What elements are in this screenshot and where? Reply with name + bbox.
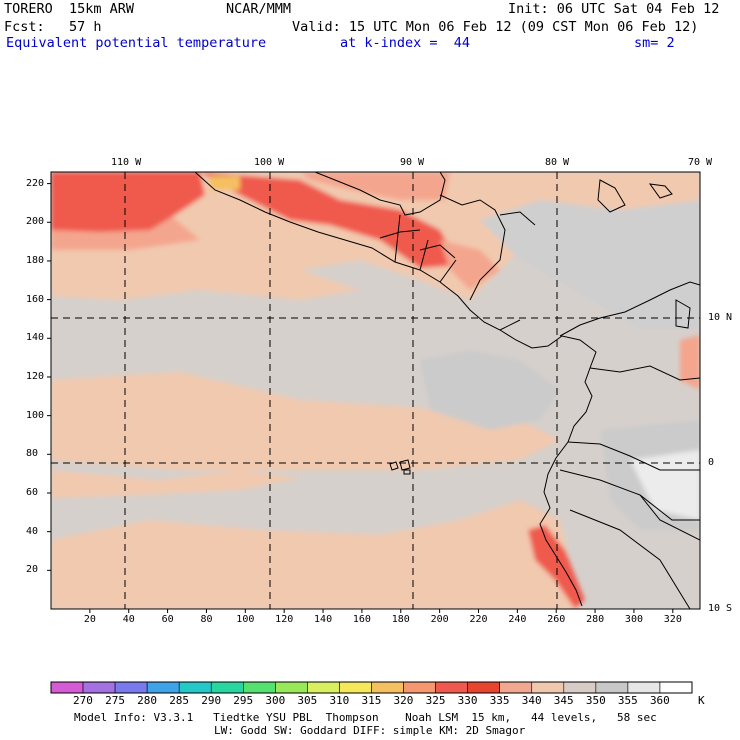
legend-frame xyxy=(50,681,693,694)
legend-swatch xyxy=(371,681,404,694)
legend-swatch xyxy=(531,681,565,694)
x-tick-label: 180 xyxy=(391,614,410,625)
legend-label: 335 xyxy=(489,694,510,707)
x-tick-label: 40 xyxy=(122,614,135,625)
legend-swatch xyxy=(178,681,212,694)
legend-label: 325 xyxy=(425,694,446,707)
legend-swatch xyxy=(275,681,308,694)
color-legend xyxy=(50,681,693,694)
shading-layer xyxy=(51,172,700,609)
x-tick-label: 220 xyxy=(469,614,488,625)
y-tick-label: 80 xyxy=(26,448,39,460)
legend-label: 280 xyxy=(137,694,158,707)
y-tick-label: 60 xyxy=(26,486,39,498)
legend-swatch xyxy=(210,681,244,694)
legend-unit: K xyxy=(698,694,705,707)
y-tick-label: 140 xyxy=(26,332,45,344)
field-name: Equivalent potential temperature xyxy=(6,35,267,51)
x-tick-label: 80 xyxy=(200,614,213,625)
legend-label: 330 xyxy=(457,694,478,707)
legend-swatch xyxy=(595,681,629,694)
map-frame xyxy=(50,171,701,610)
legend-swatch xyxy=(627,681,661,694)
x-tick-label: 260 xyxy=(547,614,566,625)
legend-label: 300 xyxy=(265,694,286,707)
x-tick-label: 240 xyxy=(508,614,527,625)
y-tick-label: 120 xyxy=(26,370,45,382)
legend-swatch xyxy=(82,681,116,694)
legend-swatch xyxy=(339,681,372,694)
legend-label: 275 xyxy=(105,694,125,707)
legend-label: 320 xyxy=(393,694,414,707)
legend-swatch xyxy=(435,681,468,694)
lon-label: 80 W xyxy=(545,157,570,168)
physics-info: LW: Godd SW: Goddard DIFF: simple KM: 2D… xyxy=(214,724,526,737)
legend-label: 360 xyxy=(649,694,670,707)
lat-label: 10 N xyxy=(708,312,733,323)
lon-label: 90 W xyxy=(400,157,425,168)
y-tick-label: 200 xyxy=(26,216,45,228)
model-info: Model Info: V3.3.1 Tiedtke YSU PBL Thomp… xyxy=(74,711,657,724)
lon-label: 110 W xyxy=(111,157,142,168)
lon-label: 70 W xyxy=(688,157,713,168)
x-tick-label: 100 xyxy=(236,614,255,625)
legend-label: 345 xyxy=(553,694,574,707)
legend-label: 315 xyxy=(361,694,382,707)
model-name: TORERO 15km ARW xyxy=(4,1,135,17)
x-tick-label: 60 xyxy=(161,614,174,625)
level-info: at k-index = 44 xyxy=(340,35,471,51)
x-tick-label: 20 xyxy=(83,614,96,625)
x-tick-label: 280 xyxy=(586,614,605,625)
forecast-hour: Fcst: 57 h xyxy=(4,19,102,35)
legend-swatch xyxy=(307,681,340,694)
legend-label: 305 xyxy=(297,694,318,707)
center-name: NCAR/MMM xyxy=(226,1,292,17)
y-tick-marks xyxy=(47,183,51,571)
legend-swatch xyxy=(563,681,597,694)
legend-label: 290 xyxy=(201,694,222,707)
valid-time: Valid: 15 UTC Mon 06 Feb 12 (09 CST Mon … xyxy=(292,19,699,35)
legend-swatch xyxy=(50,681,84,694)
x-tick-label: 200 xyxy=(430,614,449,625)
graticule xyxy=(51,172,700,609)
smoothing-info: sm= 2 xyxy=(634,35,675,51)
legend-swatch xyxy=(659,681,693,694)
legend-label: 310 xyxy=(329,694,350,707)
y-tick-label: 100 xyxy=(26,409,45,421)
x-tick-label: 140 xyxy=(314,614,333,625)
legend-label: 270 xyxy=(73,694,93,707)
x-tick-label: 160 xyxy=(352,614,371,625)
x-tick-label: 320 xyxy=(663,614,682,625)
legend-label: 350 xyxy=(585,694,606,707)
lat-label: 0 xyxy=(708,457,715,468)
x-tick-marks xyxy=(89,609,674,613)
y-tick-label: 40 xyxy=(26,525,39,537)
lon-label: 100 W xyxy=(254,157,285,168)
legend-label: 295 xyxy=(233,694,254,707)
legend-swatch xyxy=(243,681,276,694)
init-time: Init: 06 UTC Sat 04 Feb 12 xyxy=(508,1,720,17)
legend-label: 340 xyxy=(521,694,542,707)
y-tick-label: 180 xyxy=(26,254,45,266)
legend-label: 355 xyxy=(617,694,638,707)
y-tick-label: 160 xyxy=(26,293,45,305)
x-tick-label: 300 xyxy=(624,614,643,625)
legend-swatch xyxy=(146,681,180,694)
lat-label: 10 S xyxy=(708,603,733,614)
coastlines xyxy=(194,172,700,609)
legend-swatch xyxy=(114,681,148,694)
legend-swatch xyxy=(499,681,533,694)
x-tick-label: 120 xyxy=(275,614,294,625)
legend-swatch xyxy=(467,681,500,694)
y-tick-label: 20 xyxy=(26,564,39,576)
legend-swatch xyxy=(403,681,436,694)
y-tick-label: 220 xyxy=(26,177,45,189)
legend-label: 285 xyxy=(169,694,190,707)
